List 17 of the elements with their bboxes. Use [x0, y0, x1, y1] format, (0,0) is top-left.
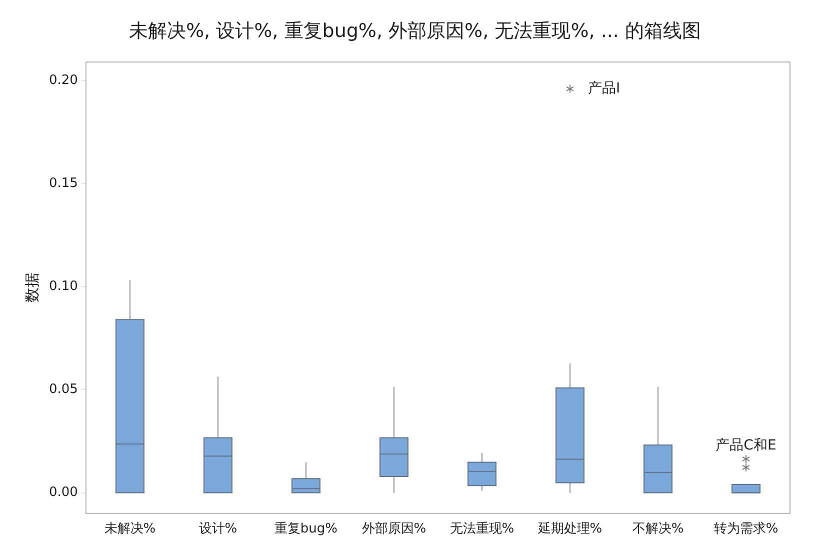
y-tick-label: 0.00	[48, 485, 78, 500]
y-tick-label: 0.20	[48, 72, 78, 88]
x-tick-label: 重复bug%	[274, 522, 338, 537]
x-tick-label: 外部原因%	[362, 522, 426, 537]
annotation: 产品I	[588, 80, 620, 96]
annotation: 产品C和E	[716, 438, 776, 454]
x-tick-label: 未解决%	[104, 522, 156, 537]
x-tick-label: 无法重现%	[450, 522, 514, 537]
y-tick-label: 0.05	[48, 382, 78, 398]
x-tick-label: 延期处理%	[536, 522, 602, 537]
x-tick-label: 不解决%	[632, 522, 684, 537]
chart-title: 未解决%, 设计%, 重复bug%, 外部原因%, 无法重现%, ... 的箱线图	[128, 19, 702, 44]
y-tick-label: 0.10	[48, 279, 78, 294]
x-tick-label: 转为需求%	[714, 522, 778, 537]
y-tick-label: 0.15	[48, 176, 78, 191]
x-tick-label: 设计%	[198, 522, 238, 537]
y-axis-title: 数据	[22, 272, 41, 303]
